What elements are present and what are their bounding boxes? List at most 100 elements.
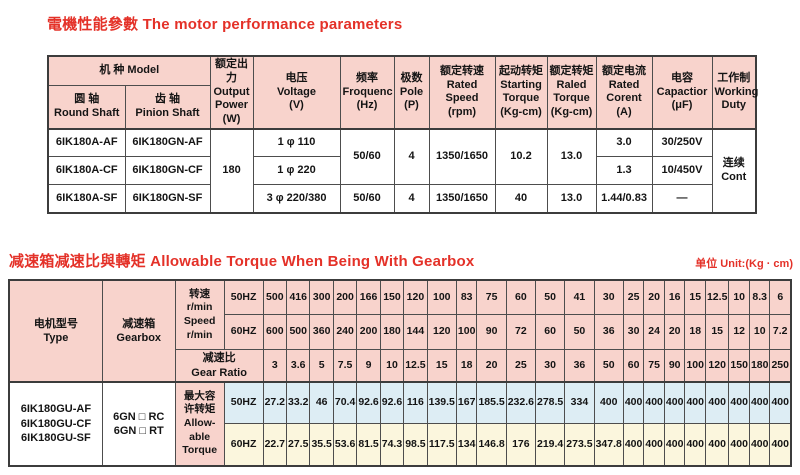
speed-60hz-cell: 600 xyxy=(262,314,288,351)
cell-rated-torque-sf: 13.0 xyxy=(546,184,597,214)
cell-voltage-af: 1 φ 110 xyxy=(252,127,341,158)
gear-ratio-cell: 120 xyxy=(704,349,730,383)
header-round-shaft: 圆 轴 Round Shaft xyxy=(47,84,126,130)
speed-50hz-cell: 8.3 xyxy=(748,279,771,316)
speed-50hz-cell: 150 xyxy=(379,279,405,316)
torque-50hz-cell: 139.5 xyxy=(426,380,457,425)
torque-60hz-cell: 400 xyxy=(704,423,730,467)
torque-60hz-cell: 400 xyxy=(622,423,645,467)
cell-starting-torque-r12: 10.2 xyxy=(494,127,548,186)
header-gear-ratio: 减速比 Gear Ratio xyxy=(174,349,264,383)
cell-pinion-shaft-cf: 6IK180GN-CF xyxy=(124,156,211,186)
torque-60hz-cell: 35.5 xyxy=(309,423,334,467)
speed-60hz-cell: 50 xyxy=(564,314,595,351)
speed-60hz-cell: 15 xyxy=(704,314,730,351)
torque-60hz-cell: 117.5 xyxy=(426,423,457,467)
cell-pinion-shaft-sf: 6IK180GN-SF xyxy=(124,184,211,214)
header-frequency: 频率 Froquenc (Hz) xyxy=(339,55,395,130)
speed-50hz-cell: 15 xyxy=(684,279,706,316)
cell-capacitor-af: 30/250V xyxy=(651,127,713,158)
cell-rated-speed-sf: 1350/1650 xyxy=(428,184,496,214)
gear-ratio-cell: 5 xyxy=(309,349,334,383)
speed-50hz-cell: 300 xyxy=(309,279,334,316)
speed-50hz-cell: 6 xyxy=(769,279,792,316)
header-type: 电机型号 Type xyxy=(8,279,103,383)
torque-50hz-cell: 400 xyxy=(769,380,792,425)
gear-ratio-cell: 180 xyxy=(748,349,771,383)
torque-50hz-cell: 400 xyxy=(684,380,706,425)
torque-60hz-cell: 347.8 xyxy=(593,423,624,467)
gear-ratio-cell: 3.6 xyxy=(285,349,311,383)
torque-50hz-cell: 33.2 xyxy=(285,380,311,425)
gear-ratio-cell: 150 xyxy=(728,349,750,383)
torque-60hz-cell: 53.6 xyxy=(332,423,358,467)
speed-50hz-cell: 41 xyxy=(564,279,595,316)
cell-rated-current-sf: 1.44/0.83 xyxy=(595,184,653,214)
torque-60hz-cell: 81.5 xyxy=(356,423,381,467)
speed-50hz-cell: 200 xyxy=(332,279,358,316)
gear-ratio-cell: 90 xyxy=(663,349,686,383)
torque-50hz-cell: 400 xyxy=(704,380,730,425)
gear-ratio-cell: 36 xyxy=(564,349,595,383)
header-pole: 极数 Pole (P) xyxy=(393,55,430,130)
gear-ratio-cell: 20 xyxy=(476,349,507,383)
torque-60hz-cell: 400 xyxy=(748,423,771,467)
torque-50hz-cell: 46 xyxy=(309,380,334,425)
speed-60hz-cell: 180 xyxy=(379,314,405,351)
cell-rated-current-af: 3.0 xyxy=(595,127,653,158)
gear-ratio-cell: 10 xyxy=(379,349,405,383)
torque-50hz-cell: 334 xyxy=(564,380,595,425)
header-voltage: 电压 Voltage (V) xyxy=(252,55,341,130)
header-output-power: 额定出力 Output Power (W) xyxy=(209,55,254,130)
torque-60hz-cell: 134 xyxy=(455,423,478,467)
unit-label: 单位 Unit:(Kg · cm) xyxy=(695,257,793,270)
section2-title: 减速箱减速比與轉矩 Allowable Torque When Being Wi… xyxy=(9,252,475,270)
gear-ratio-cell: 100 xyxy=(684,349,706,383)
speed-60hz-cell: 20 xyxy=(663,314,686,351)
speed-60hz-cell: 100 xyxy=(455,314,478,351)
speed-50hz-cell: 50 xyxy=(534,279,566,316)
torque-50hz-cell: 400 xyxy=(593,380,624,425)
speed-50hz-cell: 30 xyxy=(593,279,624,316)
header-torque-50hz: 50HZ xyxy=(223,380,264,425)
header-capacitor: 电容 Capactior (μF) xyxy=(651,55,713,130)
speed-50hz-cell: 20 xyxy=(643,279,665,316)
section1-title: 電機性能參數 The motor performance parameters xyxy=(47,16,403,33)
torque-60hz-cell: 98.5 xyxy=(403,423,428,467)
speed-60hz-cell: 24 xyxy=(643,314,665,351)
torque-50hz-cell: 400 xyxy=(622,380,645,425)
torque-60hz-cell: 74.3 xyxy=(379,423,405,467)
torque-50hz-cell: 92.6 xyxy=(356,380,381,425)
cell-pinion-shaft-af: 6IK180GN-AF xyxy=(124,127,211,158)
speed-60hz-cell: 30 xyxy=(622,314,645,351)
gear-ratio-cell: 3 xyxy=(262,349,288,383)
motor-parameters-table: 机 种 Model 额定出力 Output Power (W) 电压 Volta… xyxy=(47,55,758,214)
header-gearbox: 减速箱 Gearbox xyxy=(101,279,176,383)
cell-capacitor-cf: 10/450V xyxy=(651,156,713,186)
header-model-group: 机 种 Model xyxy=(47,55,211,86)
torque-50hz-cell: 167 xyxy=(455,380,478,425)
torque-60hz-cell: 400 xyxy=(643,423,665,467)
cell-round-shaft-af: 6IK180A-AF xyxy=(47,127,126,158)
header-rated-speed: 额定转速 Rated Speed (rpm) xyxy=(428,55,496,130)
cell-starting-torque-sf: 40 xyxy=(494,184,548,214)
cell-voltage-cf: 1 φ 220 xyxy=(252,156,341,186)
speed-50hz-cell: 16 xyxy=(663,279,686,316)
torque-50hz-cell: 400 xyxy=(663,380,686,425)
speed-50hz-cell: 25 xyxy=(622,279,645,316)
torque-50hz-cell: 400 xyxy=(728,380,750,425)
cell-round-shaft-sf: 6IK180A-SF xyxy=(47,184,126,214)
speed-50hz-cell: 10 xyxy=(728,279,750,316)
speed-50hz-cell: 120 xyxy=(403,279,428,316)
torque-60hz-cell: 219.4 xyxy=(534,423,566,467)
torque-50hz-cell: 116 xyxy=(403,380,428,425)
header-speed-50hz: 50HZ xyxy=(223,279,264,316)
torque-50hz-cell: 185.5 xyxy=(476,380,507,425)
header-speed-60hz: 60HZ xyxy=(223,314,264,351)
speed-50hz-cell: 75 xyxy=(476,279,507,316)
torque-60hz-cell: 400 xyxy=(663,423,686,467)
header-rated-current: 额定电流 Rated Corent (A) xyxy=(595,55,653,130)
cell-frequency-sf: 50/60 xyxy=(339,184,395,214)
gear-ratio-cell: 75 xyxy=(643,349,665,383)
cell-pole-r12: 4 xyxy=(393,127,430,186)
